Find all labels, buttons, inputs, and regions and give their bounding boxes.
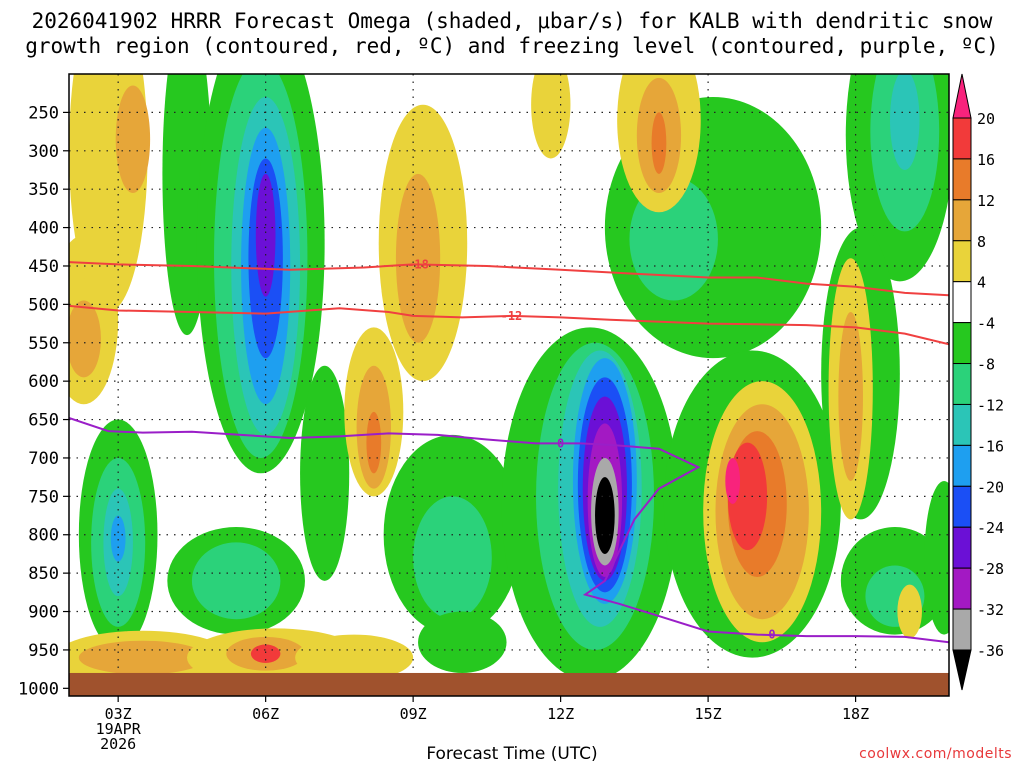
x-date-label-1: 2026	[100, 735, 136, 753]
omega-cell-1	[69, 300, 101, 378]
x-tick-label-15Z: 15Z	[695, 705, 722, 723]
plot-frame	[68, 73, 950, 697]
chart-title-line-1: 2026041902 HRRR Forecast Omega (shaded, …	[31, 9, 993, 33]
omega-cell-7	[110, 515, 126, 562]
omega-cell-46	[531, 74, 571, 159]
colorbar-bin-6	[952, 363, 972, 405]
y-tick-label-300: 300	[28, 142, 59, 162]
x-axis-label: Forecast Time (UTC)	[426, 744, 598, 764]
y-tick-label-750: 750	[28, 487, 59, 507]
omega-cell-21	[250, 644, 281, 663]
y-tick-label-450: 450	[28, 257, 59, 277]
y-tick-label-850: 850	[28, 564, 59, 584]
x-tick-label-06Z: 06Z	[252, 705, 279, 723]
colorbar-label--4: -4	[977, 315, 995, 333]
colorbar-bin-0	[952, 117, 972, 160]
colorbar-label--16: -16	[977, 437, 1004, 455]
chart-title-line-2: growth region (contoured, red, ºC) and f…	[25, 34, 999, 58]
x-tick-label-18Z: 18Z	[842, 705, 869, 723]
y-tick-label-600: 600	[28, 372, 59, 392]
y-tick-label-900: 900	[28, 603, 59, 623]
omega-cell-30	[413, 496, 492, 620]
omega-cell-45	[651, 112, 667, 174]
colorbar-label-8: 8	[977, 233, 986, 251]
x-tick-label-12Z: 12Z	[547, 705, 574, 723]
contour-label-3: 0	[768, 628, 775, 642]
colorbar-label-16: 16	[977, 151, 995, 169]
colorbar-bin-8	[952, 444, 972, 487]
colorbar-label--12: -12	[977, 396, 1004, 414]
colorbar-label-4: 4	[977, 274, 986, 292]
colorbar-bin-9	[952, 485, 972, 528]
x-tick-label-03Z: 03Z	[105, 705, 132, 723]
omega-cell-40	[595, 477, 615, 554]
x-date-label-0: 19APR	[96, 720, 142, 738]
pressure-gridlines	[69, 74, 949, 696]
omega-cell-3	[115, 85, 151, 194]
colorbar-bin-4	[952, 281, 972, 324]
omega-cell-31	[418, 611, 507, 673]
omega-cell-26	[295, 634, 414, 681]
colorbar-label--32: -32	[977, 601, 1004, 619]
colorbar-bin-7	[952, 403, 972, 446]
y-tick-label-950: 950	[28, 641, 59, 661]
omega-cell-58	[838, 312, 863, 481]
y-tick-label-250: 250	[28, 103, 59, 123]
contour-label-2: 0	[557, 436, 564, 450]
contour-line-1	[69, 304, 949, 346]
colorbar-label-12: 12	[977, 192, 995, 210]
colorbar-label-20: 20	[977, 110, 995, 128]
colorbar-bin-10	[952, 526, 972, 569]
omega-cell-62	[924, 481, 949, 635]
colorbar-bin-5	[952, 322, 972, 365]
colorbar-bin-3	[952, 240, 972, 283]
y-tick-label-800: 800	[28, 526, 59, 546]
colorbar-top-arrow	[952, 73, 972, 119]
omega-cell-22	[300, 365, 350, 581]
pressure-axis: 250 300 350 400 450 500 550 600 650 700 750 800 850 9…	[18, 103, 69, 699]
colorbar-label--20: -20	[977, 478, 1004, 496]
contour-label-1: -12	[501, 309, 523, 323]
y-tick-label-550: 550	[28, 334, 59, 354]
contour-label-0: -18	[407, 257, 429, 271]
colorbar-label--36: -36	[977, 642, 1004, 660]
y-tick-label-1000: 1000	[18, 679, 59, 699]
colorbar-label--8: -8	[977, 356, 995, 374]
y-tick-label-650: 650	[28, 411, 59, 431]
omega-cell-9	[78, 640, 207, 675]
colorbar-bottom-arrow	[952, 649, 972, 691]
contour-line-0	[69, 261, 949, 297]
omega-shaded-field	[69, 74, 949, 687]
omega-cell-52	[725, 457, 741, 505]
omega-cell-25	[366, 411, 382, 474]
contour-line-2	[69, 417, 949, 644]
y-tick-label-700: 700	[28, 449, 59, 469]
omega-cell-28	[395, 173, 441, 343]
omega-cell-55	[890, 74, 920, 170]
y-tick-label-500: 500	[28, 295, 59, 315]
colorbar-label--24: -24	[977, 519, 1004, 537]
terrain-surface	[69, 672, 949, 696]
colorbar-bin-2	[952, 199, 972, 242]
colorbar-bin-1	[952, 158, 972, 201]
x-tick-label-09Z: 09Z	[400, 705, 427, 723]
y-tick-label-400: 400	[28, 219, 59, 239]
omega-cell-18	[191, 542, 281, 620]
temperature-contours: -18 -12 0 0	[69, 257, 949, 644]
colorbar-bin-12	[952, 608, 972, 651]
colorbar-label--28: -28	[977, 560, 1004, 578]
omega-colorbar: 20 16 12 8 4 -4 -8 -12 -16 -20 -24 -28 -32 -36	[952, 73, 1004, 691]
omega-cell-16	[255, 173, 276, 297]
y-tick-label-350: 350	[28, 180, 59, 200]
colorbar-bin-11	[952, 567, 972, 610]
source-credit[interactable]: coolwx.com/modelts	[859, 746, 1012, 762]
